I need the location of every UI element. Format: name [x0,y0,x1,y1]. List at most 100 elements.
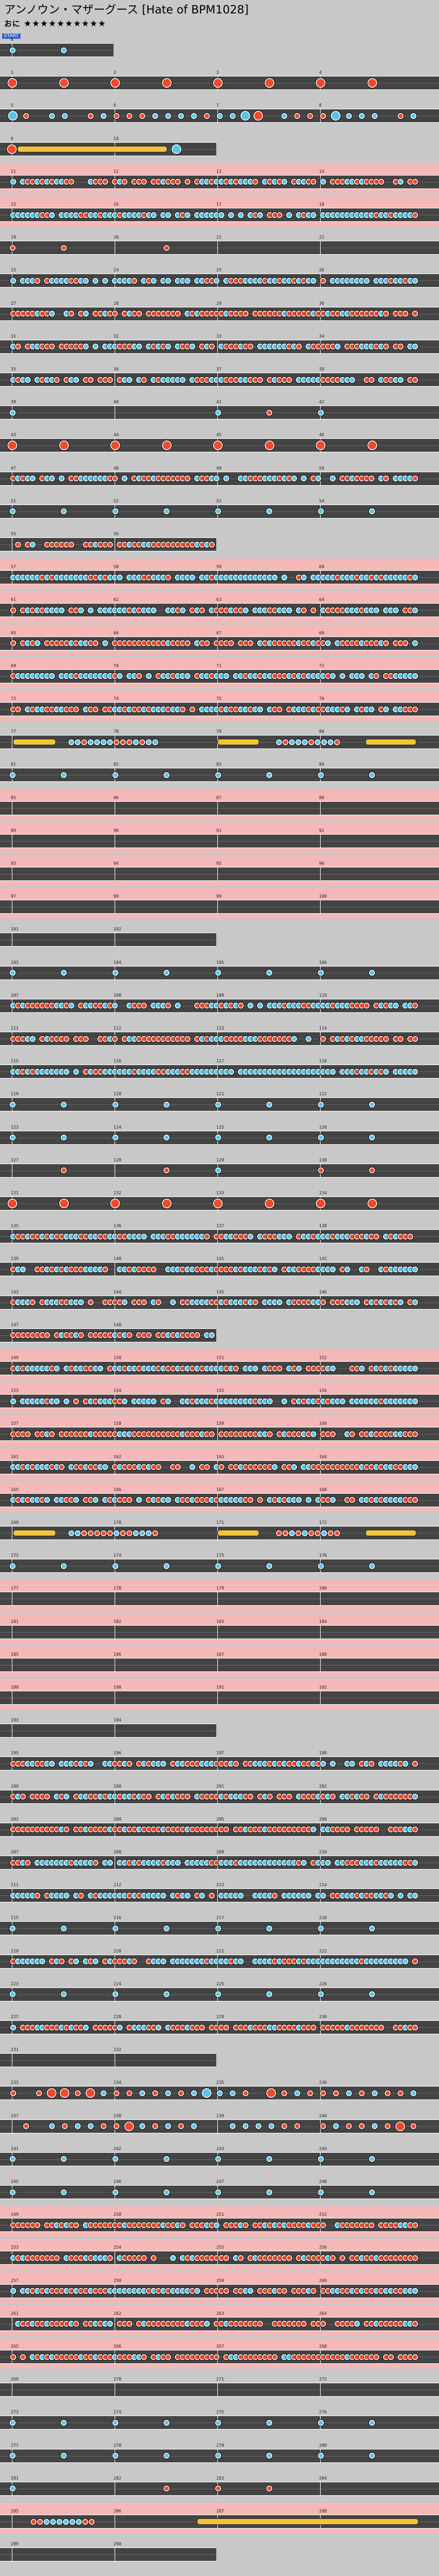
note-lane [0,2383,439,2397]
measure-number: 171 [216,1520,224,1525]
ka-note [111,1134,119,1142]
measure-number: 129 [216,1157,224,1163]
note-lane [0,735,439,750]
don-note [300,606,307,614]
ka-note [9,508,16,515]
ka-note [82,277,89,284]
measure-number: 175 [216,1553,224,1558]
ka-note [53,1364,60,1372]
ka-note [214,2155,222,2163]
note-lane [0,2515,439,2529]
ka-note [138,1529,146,1537]
chart-row: 55 56 [0,526,223,556]
measure-number: 200 [114,1783,122,1789]
ka-note [58,606,65,614]
ka-note [369,1134,376,1142]
don-note [285,2254,293,2262]
don-note [411,376,419,383]
ka-note [266,1991,273,1998]
measure-number: 106 [319,960,327,965]
measure-number: 159 [216,1421,224,1426]
ka-note [343,705,351,713]
don-note [275,211,283,219]
don-note [315,1198,326,1209]
ka-note [111,1991,119,1998]
don-note [72,705,80,713]
chart-row: 139 140 141 142 [0,1250,439,1281]
measure-number: 17 [216,202,222,207]
ka-note [216,2089,223,2097]
ka-note [338,673,346,680]
ka-note [111,2155,119,2163]
ka-note [164,211,172,219]
ka-note [163,2188,170,2196]
measure-number: 216 [114,1915,122,1921]
chart-row: 127 128 129 130 [0,1152,439,1182]
ka-note [392,1002,399,1010]
bar-line [320,867,321,880]
don-note [208,343,215,351]
measure-number: 210 [319,1850,327,1854]
ka-note [87,738,94,746]
ka-note [145,1529,152,1537]
measure-number: 54 [319,498,324,503]
don-note [319,1299,327,1306]
bar-line [217,1592,218,1606]
ka-note [163,2419,170,2426]
ka-note [358,112,365,120]
ka-note [138,2089,146,2097]
measure-number: 185 [11,1651,19,1657]
ka-note [163,1562,170,1570]
ka-note [319,1892,327,1899]
measure-number: 7 [216,103,219,108]
don-note [72,2320,80,2328]
ka-note [309,211,317,219]
don-note [9,2353,17,2361]
don-note [145,1793,152,1801]
don-note [366,1198,378,1209]
ka-note [116,673,123,680]
measure-number: 160 [319,1421,327,1426]
measure-number: 288 [319,2509,327,2514]
ka-note [208,1332,215,1339]
chart-row: 173 174 175 176 [0,1547,439,1578]
ka-note [409,2089,417,2097]
ka-note [62,1068,70,1075]
measure-number: 113 [216,1026,224,1031]
ka-note [151,738,159,746]
measure-number: 30 [319,300,324,306]
measure-number: 63 [216,597,222,603]
chart-row: 241 242 243 244 [0,2140,439,2171]
measure-number: 221 [216,1948,224,1954]
don-note [80,738,88,746]
don-note [125,1496,133,1504]
ka-note [396,1892,404,1899]
measure-number: 105 [216,960,224,965]
ka-note [222,475,230,482]
measure-number: 218 [319,1915,327,1921]
don-note [222,2287,230,2295]
ka-note [112,1529,120,1537]
don-note [366,78,378,89]
measure-number: 88 [319,795,324,800]
ka-note [111,1562,119,1570]
ka-note [121,1299,128,1306]
ka-note [174,1002,181,1010]
ka-note [222,673,230,680]
measure-number: 39 [11,400,16,405]
don-note [154,1464,162,1471]
chart-row: 85 86 87 88 [0,789,439,820]
don-note [9,2089,17,2097]
don-note [246,1793,254,1801]
measure-number: 241 [11,2146,19,2151]
chart-row: 43 44 45 46 [0,426,439,457]
ka-note [193,2287,201,2295]
don-note [7,78,18,89]
ka-note [8,110,18,122]
note-lane [0,1559,439,1573]
measure-number: 277 [11,2442,19,2448]
ka-note [29,1035,36,1042]
ka-note [237,1958,244,1965]
measure-number: 189 [11,1685,19,1690]
note-lane [0,1724,216,1738]
